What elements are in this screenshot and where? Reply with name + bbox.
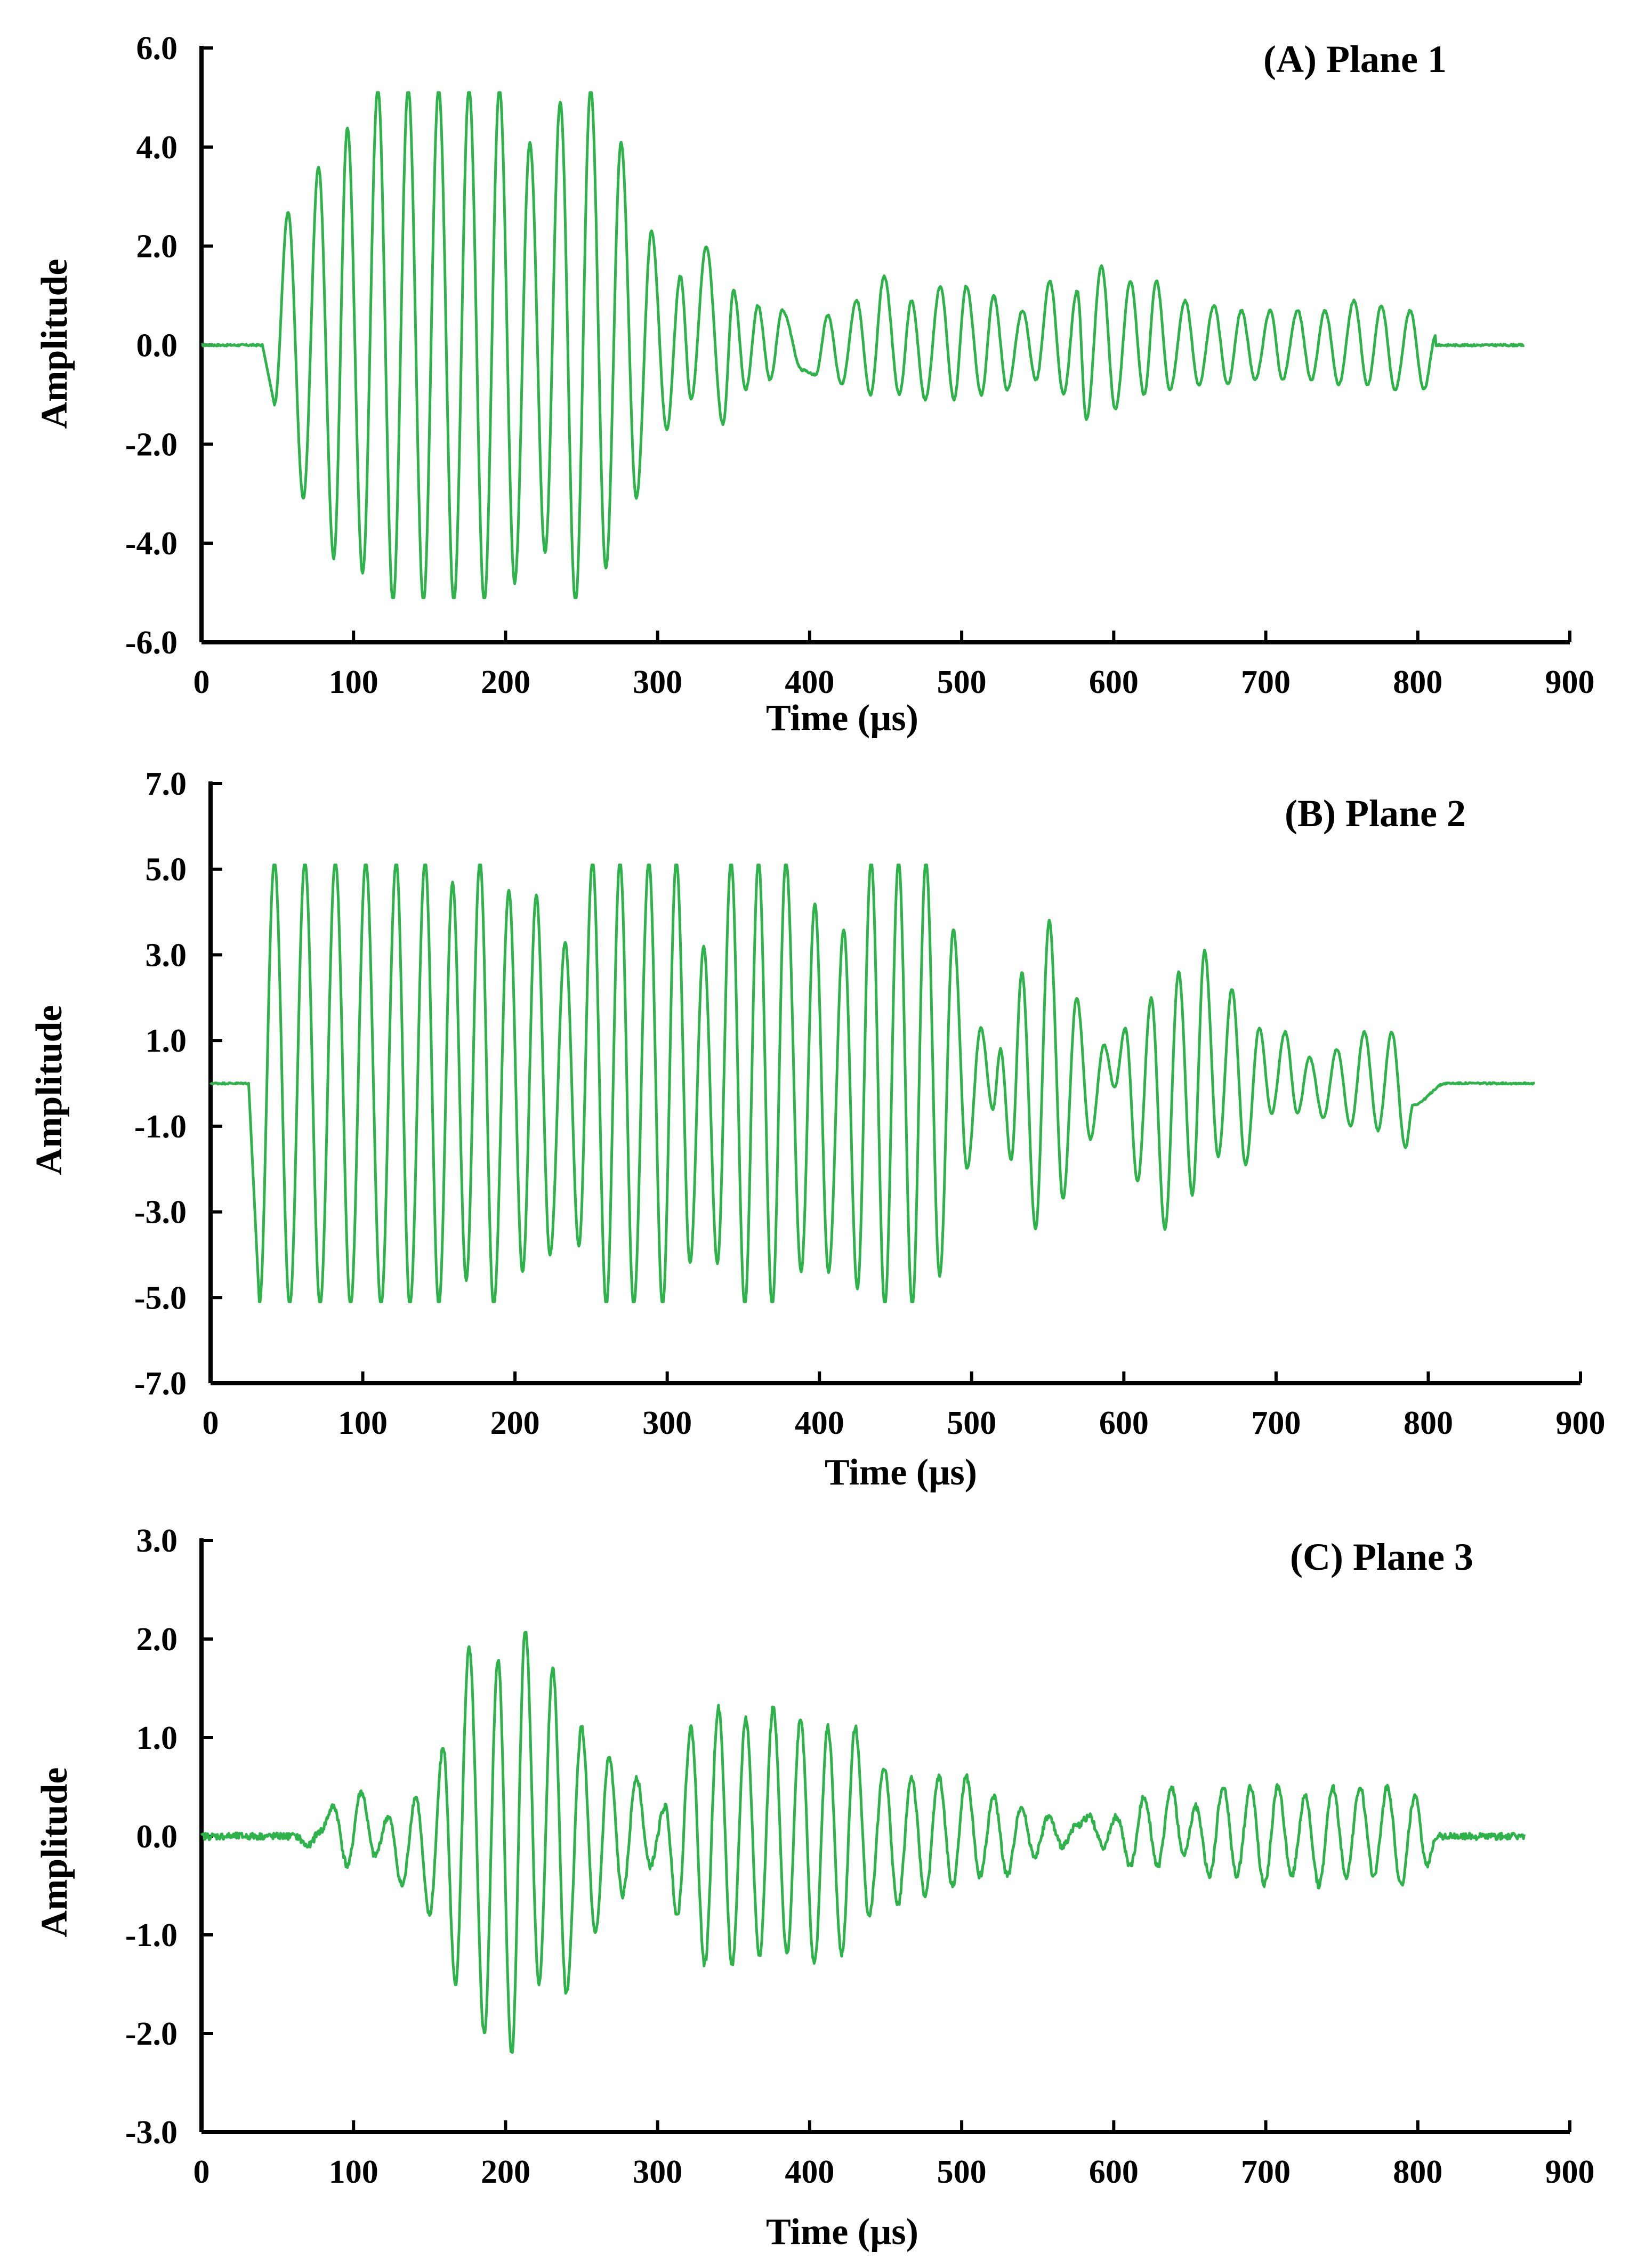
x-tick-label: 600 bbox=[1089, 2154, 1139, 2190]
x-tick-label: 300 bbox=[642, 1405, 692, 1441]
x-tick-label: 700 bbox=[1241, 2154, 1291, 2190]
signal-trace bbox=[200, 91, 1525, 599]
y-tick-label: 3.0 bbox=[136, 1523, 178, 1559]
x-tick-label: 700 bbox=[1251, 1405, 1301, 1441]
y-axis-title: Amplitude bbox=[34, 259, 75, 429]
y-tick-label: 2.0 bbox=[136, 229, 178, 265]
y-tick-label: 3.0 bbox=[146, 937, 187, 973]
x-tick-label: 400 bbox=[785, 664, 834, 700]
y-tick-label: -1.0 bbox=[125, 1917, 178, 1954]
y-tick-label: -2.0 bbox=[125, 2016, 178, 2052]
x-axis-title: Time (µs) bbox=[825, 1452, 977, 1493]
x-tick-label: 100 bbox=[338, 1405, 388, 1441]
y-tick-label: 4.0 bbox=[136, 130, 178, 166]
x-tick-label: 400 bbox=[795, 1405, 844, 1441]
x-tick-label: 0 bbox=[193, 664, 210, 700]
y-tick-label: -7.0 bbox=[134, 1366, 187, 1402]
y-tick-label: -1.0 bbox=[134, 1109, 187, 1145]
x-tick-label: 600 bbox=[1089, 664, 1139, 700]
panel-title: (B) Plane 2 bbox=[1285, 792, 1466, 835]
panel-c: (C) Plane 3 Time (µs) Amplitude -3.0 -2.0… bbox=[34, 1523, 1595, 2253]
x-tick-label: 0 bbox=[203, 1405, 219, 1441]
x-tick-label: 500 bbox=[937, 2154, 987, 2190]
x-tick-label: 0 bbox=[193, 2154, 210, 2190]
panel-title: (A) Plane 1 bbox=[1263, 38, 1447, 80]
x-tick-label: 900 bbox=[1545, 664, 1595, 700]
x-tick-label: 900 bbox=[1556, 1405, 1606, 1441]
y-tick-label: -5.0 bbox=[134, 1280, 187, 1316]
y-tick-label: 6.0 bbox=[136, 30, 178, 67]
x-tick-label: 500 bbox=[947, 1405, 996, 1441]
y-tick-label: 0.0 bbox=[136, 1819, 178, 1855]
y-tick-label: -3.0 bbox=[125, 2114, 178, 2151]
x-tick-label: 700 bbox=[1241, 664, 1291, 700]
x-tick-label: 300 bbox=[633, 664, 682, 700]
x-tick-label: 800 bbox=[1404, 1405, 1453, 1441]
y-tick-label: -2.0 bbox=[125, 426, 178, 463]
x-tick-label: 400 bbox=[785, 2154, 834, 2190]
y-tick-label: 7.0 bbox=[146, 766, 187, 802]
panel-a: (A) Plane 1 Time (µs) Amplitude -6.0 -4.0… bbox=[34, 30, 1595, 739]
panel-title: (C) Plane 3 bbox=[1290, 1536, 1473, 1578]
x-tick-label: 100 bbox=[329, 2154, 378, 2190]
y-axis-title: Amplitude bbox=[34, 1767, 75, 1938]
y-tick-label: -6.0 bbox=[125, 625, 178, 661]
x-tick-label: 500 bbox=[937, 664, 987, 700]
x-axis-title: Time (µs) bbox=[766, 698, 918, 739]
x-tick-label: 200 bbox=[481, 2154, 530, 2190]
signal-trace bbox=[209, 863, 1536, 1303]
x-tick-label: 800 bbox=[1393, 2154, 1442, 2190]
x-tick-label: 800 bbox=[1393, 664, 1442, 700]
y-tick-label: 2.0 bbox=[136, 1621, 178, 1658]
x-axis-title: Time (µs) bbox=[766, 2211, 918, 2253]
x-tick-label: 200 bbox=[481, 664, 530, 700]
x-tick-label: 100 bbox=[329, 664, 378, 700]
y-tick-label: 1.0 bbox=[136, 1720, 178, 1756]
x-tick-label: 900 bbox=[1545, 2154, 1595, 2190]
y-tick-label: -4.0 bbox=[125, 526, 178, 562]
y-tick-label: 5.0 bbox=[146, 852, 187, 888]
y-axis-title: Amplitude bbox=[29, 1005, 70, 1175]
panel-b: (B) Plane 2 Time (µs) Amplitude -7.0 -5.0… bbox=[29, 766, 1606, 1493]
y-tick-label: -3.0 bbox=[134, 1194, 187, 1231]
signal-trace bbox=[200, 1631, 1526, 2054]
y-tick-label: 1.0 bbox=[146, 1023, 187, 1059]
x-tick-label: 200 bbox=[490, 1405, 540, 1441]
x-tick-label: 300 bbox=[633, 2154, 682, 2190]
x-tick-label: 600 bbox=[1099, 1405, 1149, 1441]
y-tick-label: 0.0 bbox=[136, 328, 178, 364]
